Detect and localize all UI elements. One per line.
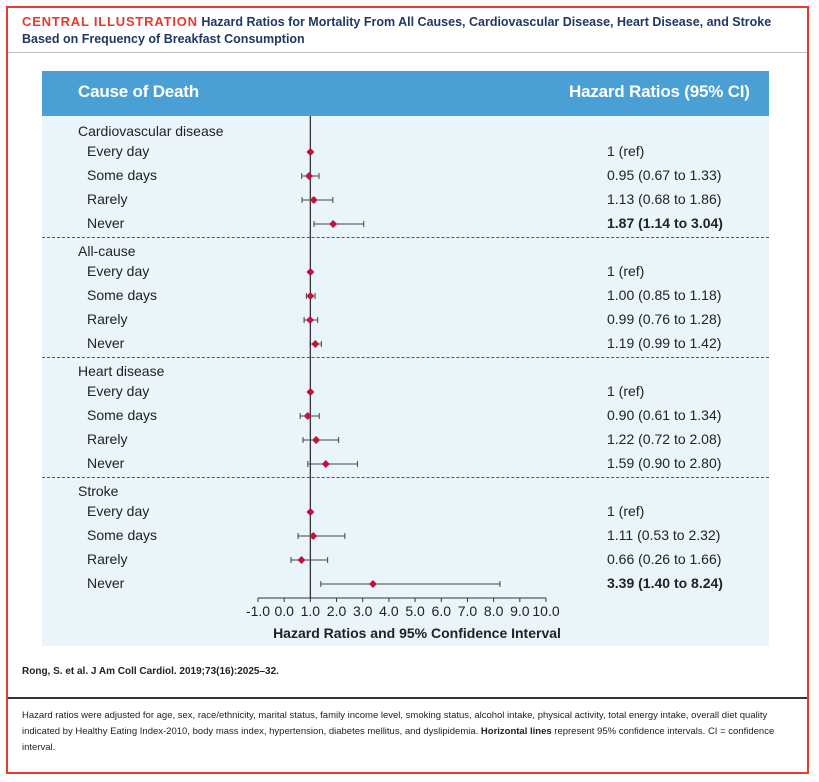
x-tick-label: -1.0: [246, 603, 270, 619]
x-tick-label: 10.0: [532, 603, 559, 619]
hazard-ratio-point: [306, 508, 315, 516]
x-tick-label: 8.0: [484, 603, 504, 619]
hazard-ratio-point: [311, 340, 320, 348]
x-tick-label: 1.0: [301, 603, 321, 619]
x-axis-title: Hazard Ratios and 95% Confidence Interva…: [273, 625, 561, 641]
x-tick-label: 5.0: [405, 603, 425, 619]
hazard-ratio-value: 0.90 (0.61 to 1.34): [607, 407, 722, 423]
hazard-ratio-point: [312, 436, 321, 444]
hazard-ratio-value: 1.87 (1.14 to 3.04): [607, 215, 723, 231]
hazard-ratio-point: [306, 268, 315, 276]
hazard-ratio-value: 1 (ref): [607, 263, 645, 279]
group-label: All-cause: [78, 243, 136, 259]
row-label: Never: [87, 335, 125, 351]
hazard-ratio-point: [306, 292, 315, 300]
row-label: Every day: [87, 143, 150, 159]
header-cause-of-death: Cause of Death: [78, 82, 199, 101]
title-text: Hazard Ratios for Mortality From All Cau…: [22, 15, 772, 46]
hazard-ratio-value: 1.59 (0.90 to 2.80): [607, 455, 722, 471]
footnote-text-end: represent 95% confidence intervals. CI =…: [22, 726, 775, 753]
row-label: Rarely: [87, 551, 128, 567]
footer-divider: [8, 697, 807, 699]
hazard-ratio-value: 1 (ref): [607, 143, 645, 159]
hazard-ratio-point: [305, 172, 314, 180]
hazard-ratio-value: 1 (ref): [607, 503, 645, 519]
footnote: Hazard ratios were adjusted for age, sex…: [22, 708, 792, 756]
row-label: Some days: [87, 527, 158, 543]
group-divider: [42, 477, 769, 478]
hazard-ratio-point: [306, 316, 315, 324]
group-label: Heart disease: [78, 363, 165, 379]
row-label: Never: [87, 575, 125, 591]
hazard-ratio-value: 1 (ref): [607, 383, 645, 399]
hazard-ratio-point: [306, 148, 315, 156]
hazard-ratio-value: 1.00 (0.85 to 1.18): [607, 287, 722, 303]
row-label: Every day: [87, 503, 150, 519]
row-label: Every day: [87, 263, 150, 279]
figure-title: CENTRAL ILLUSTRATION Hazard Ratios for M…: [22, 13, 792, 48]
hazard-ratio-value: 0.95 (0.67 to 1.33): [607, 167, 722, 183]
footnote-text-start: Hazard ratios were adjusted for age, sex…: [22, 710, 768, 737]
x-tick-label: 4.0: [379, 603, 399, 619]
hazard-ratio-point: [321, 460, 330, 468]
group-label: Stroke: [78, 483, 119, 499]
title-label: CENTRAL ILLUSTRATION: [22, 14, 198, 29]
hazard-ratio-point: [368, 580, 377, 588]
x-tick-label: 6.0: [432, 603, 452, 619]
hazard-ratio-value: 0.99 (0.76 to 1.28): [607, 311, 722, 327]
group-label: Cardiovascular disease: [78, 123, 224, 139]
hazard-ratio-point: [306, 388, 315, 396]
x-tick-label: 0.0: [274, 603, 294, 619]
group-divider: [42, 237, 769, 238]
hazard-ratio-value: 0.66 (0.26 to 1.66): [607, 551, 722, 567]
x-tick-label: 3.0: [353, 603, 373, 619]
row-label: Rarely: [87, 431, 128, 447]
hazard-ratio-value: 1.22 (0.72 to 2.08): [607, 431, 722, 447]
hazard-ratio-point: [303, 412, 312, 420]
row-label: Rarely: [87, 311, 128, 327]
title-divider: [8, 52, 807, 53]
hazard-ratio-value: 1.11 (0.53 to 2.32): [607, 527, 721, 543]
hazard-ratio-value: 3.39 (1.40 to 8.24): [607, 575, 723, 591]
hazard-ratio-point: [297, 556, 306, 564]
hazard-ratio-point: [329, 220, 338, 228]
row-label: Every day: [87, 383, 150, 399]
x-tick-label: 7.0: [458, 603, 478, 619]
forest-plot-panel: [42, 71, 769, 646]
row-label: Never: [87, 455, 125, 471]
group-divider: [42, 357, 769, 358]
footnote-bold: Horizontal lines: [480, 726, 552, 737]
hazard-ratio-value: 1.19 (0.99 to 1.42): [607, 335, 722, 351]
hazard-ratio-point: [309, 196, 318, 204]
x-tick-label: 2.0: [327, 603, 347, 619]
forest-plot-svg: -1.0 0.0 1.0 2.0 3.0 4.0 5.0 6.0 7.0 8.0 9.0 10.0 Ha…: [246, 116, 561, 641]
row-label: Some days: [87, 407, 158, 423]
row-label: Never: [87, 215, 125, 231]
illustration-frame: [6, 6, 809, 774]
hazard-ratio-point: [309, 532, 318, 540]
citation: Rong, S. et al. J Am Coll Cardiol. 2019;…: [22, 666, 279, 677]
header-hazard-ratios: Hazard Ratios (95% CI): [569, 82, 750, 101]
hazard-ratio-value: 1.13 (0.68 to 1.86): [607, 191, 722, 207]
row-label: Some days: [87, 287, 158, 303]
x-tick-label: 9.0: [510, 603, 530, 619]
row-label: Rarely: [87, 191, 128, 207]
row-label: Some days: [87, 167, 158, 183]
table-header-bar: [42, 71, 769, 116]
